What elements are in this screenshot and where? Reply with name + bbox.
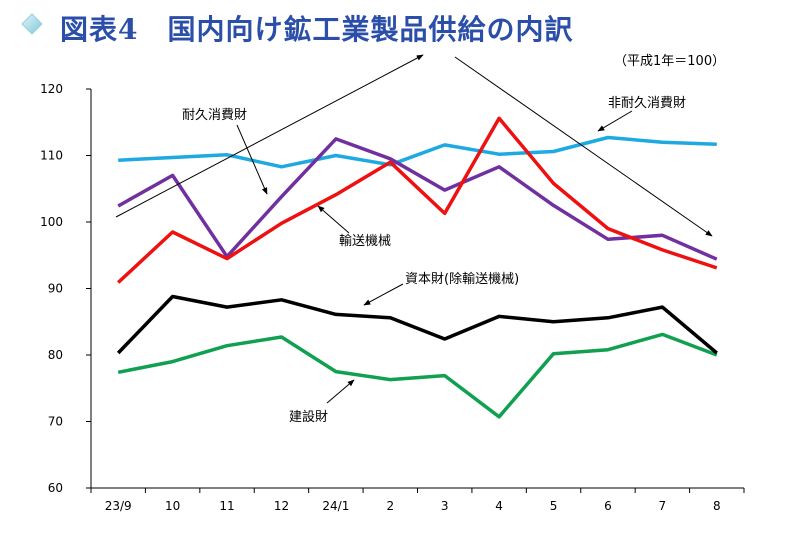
nondurable-arrow (597, 110, 633, 132)
series-line (117, 332, 718, 419)
axes (86, 88, 745, 493)
y-tick-label: 110 (40, 149, 63, 163)
series-line (116, 294, 718, 355)
y-tick-label: 90 (48, 282, 63, 296)
y-tick-label: 70 (48, 415, 63, 429)
x-tick-label: 8 (713, 499, 721, 513)
annotation-capital: 資本財(除輸送機械) (405, 272, 519, 287)
page-title: 図表4 国内向け鉱工業製品供給の内訳 (60, 13, 574, 46)
x-tick-label: 5 (550, 499, 558, 513)
series-lines (116, 116, 718, 419)
trend-down-arrow (454, 56, 713, 237)
series-line (117, 137, 718, 261)
tick-labels: 60 70 80 90 100 110 120 23/9 10 11 12 24/1 2 3 4 5 6 7 8 (40, 82, 721, 513)
construction-arrow (326, 379, 355, 404)
x-tick-label: 23/9 (105, 499, 132, 513)
y-tick-label: 80 (48, 348, 63, 362)
diamond-icon (21, 13, 43, 35)
trend-up-arrow (115, 54, 424, 218)
annotation-construction: 建設財 (289, 409, 328, 425)
x-tick-label: 24/1 (322, 499, 349, 513)
x-tick-label: 7 (659, 499, 667, 513)
x-tick-label: 6 (604, 499, 612, 513)
y-tick-label: 120 (40, 82, 63, 96)
x-tick-label: 10 (165, 499, 180, 513)
y-tick-label: 100 (40, 215, 63, 229)
series-line (118, 135, 717, 169)
annotation-durable: 耐久消費財 (182, 108, 247, 123)
x-tick-label: 3 (441, 499, 449, 513)
annotation-transport: 輸送機械 (339, 234, 391, 249)
x-tick-label: 11 (219, 499, 234, 513)
annotation-arrows (115, 54, 713, 404)
y-tick-label: 60 (48, 481, 63, 495)
transport-arrow (317, 205, 350, 234)
x-tick-label: 2 (386, 499, 394, 513)
x-tick-label: 4 (495, 499, 503, 513)
annotation-nondurable: 非耐久消費財 (608, 96, 686, 111)
header: 図表4 国内向け鉱工業製品供給の内訳 (0, 0, 800, 52)
durable-arrow (236, 124, 268, 195)
series-line (117, 116, 718, 284)
x-tick-label: 12 (274, 499, 289, 513)
capital-arrow (363, 283, 404, 306)
unit-note: （平成1年＝100） (614, 54, 726, 69)
